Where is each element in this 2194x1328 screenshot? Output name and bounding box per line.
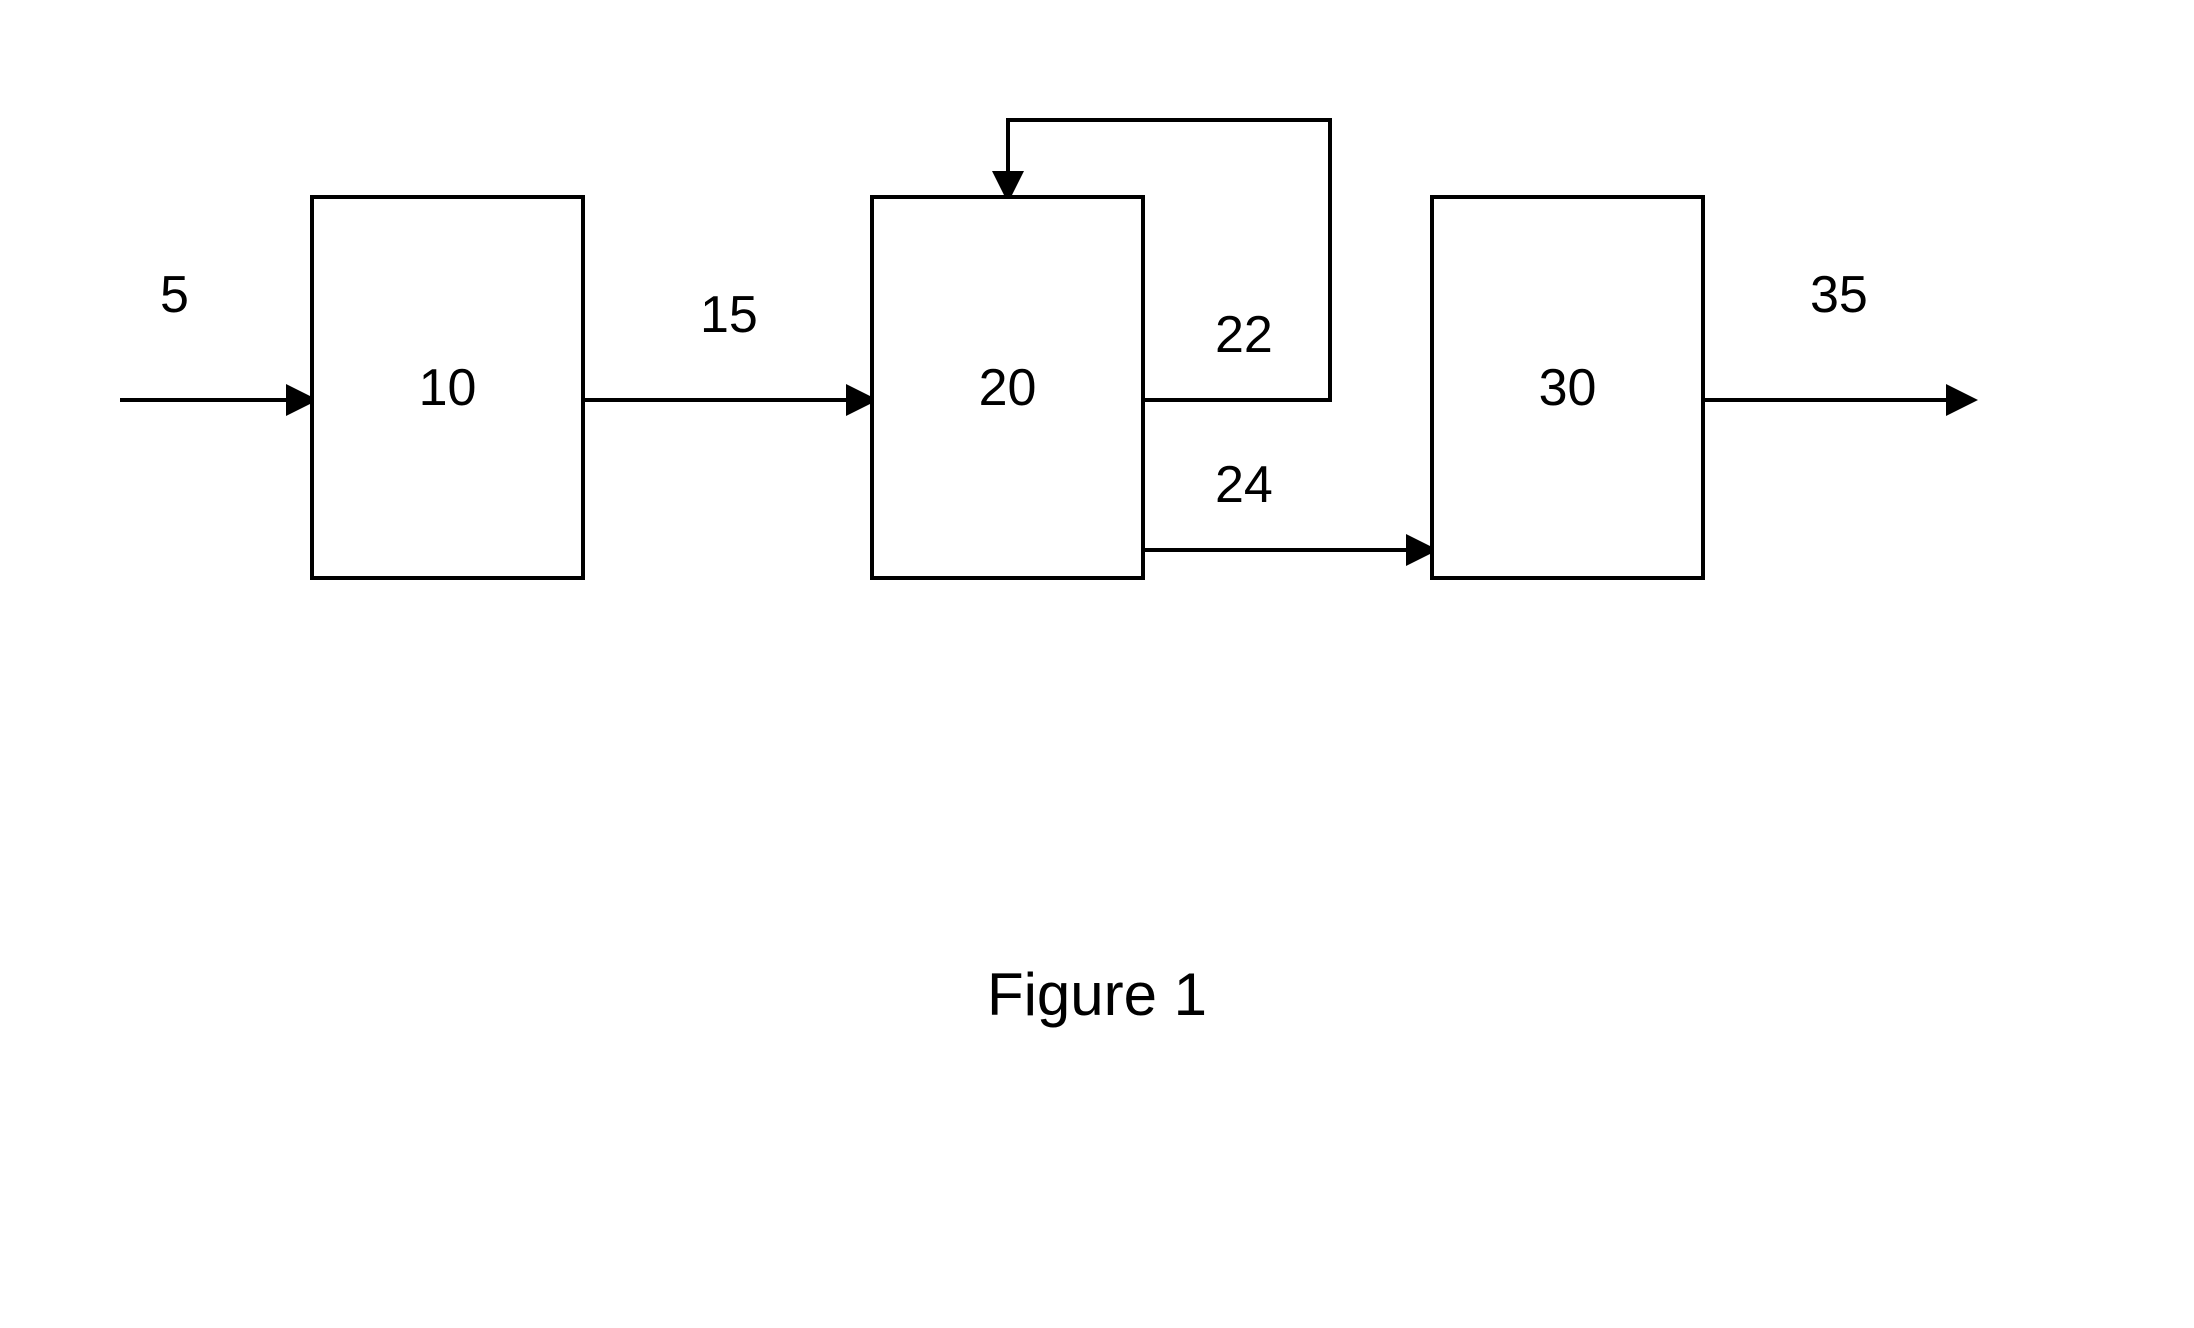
block-label: 20 bbox=[979, 358, 1037, 418]
edge-label-5: 5 bbox=[160, 265, 189, 325]
edge-label-35: 35 bbox=[1810, 265, 1868, 325]
block-30: 30 bbox=[1430, 195, 1705, 580]
block-label: 30 bbox=[1539, 358, 1597, 418]
figure-caption: Figure 1 bbox=[987, 960, 1207, 1029]
block-label: 10 bbox=[419, 358, 477, 418]
block-20: 20 bbox=[870, 195, 1145, 580]
edge-label-24: 24 bbox=[1215, 455, 1273, 515]
edge-label-22: 22 bbox=[1215, 305, 1273, 365]
flowchart-diagram: 10 20 30 5 15 22 24 35 Figure 1 bbox=[0, 0, 2194, 1328]
block-10: 10 bbox=[310, 195, 585, 580]
edge-label-15: 15 bbox=[700, 285, 758, 345]
